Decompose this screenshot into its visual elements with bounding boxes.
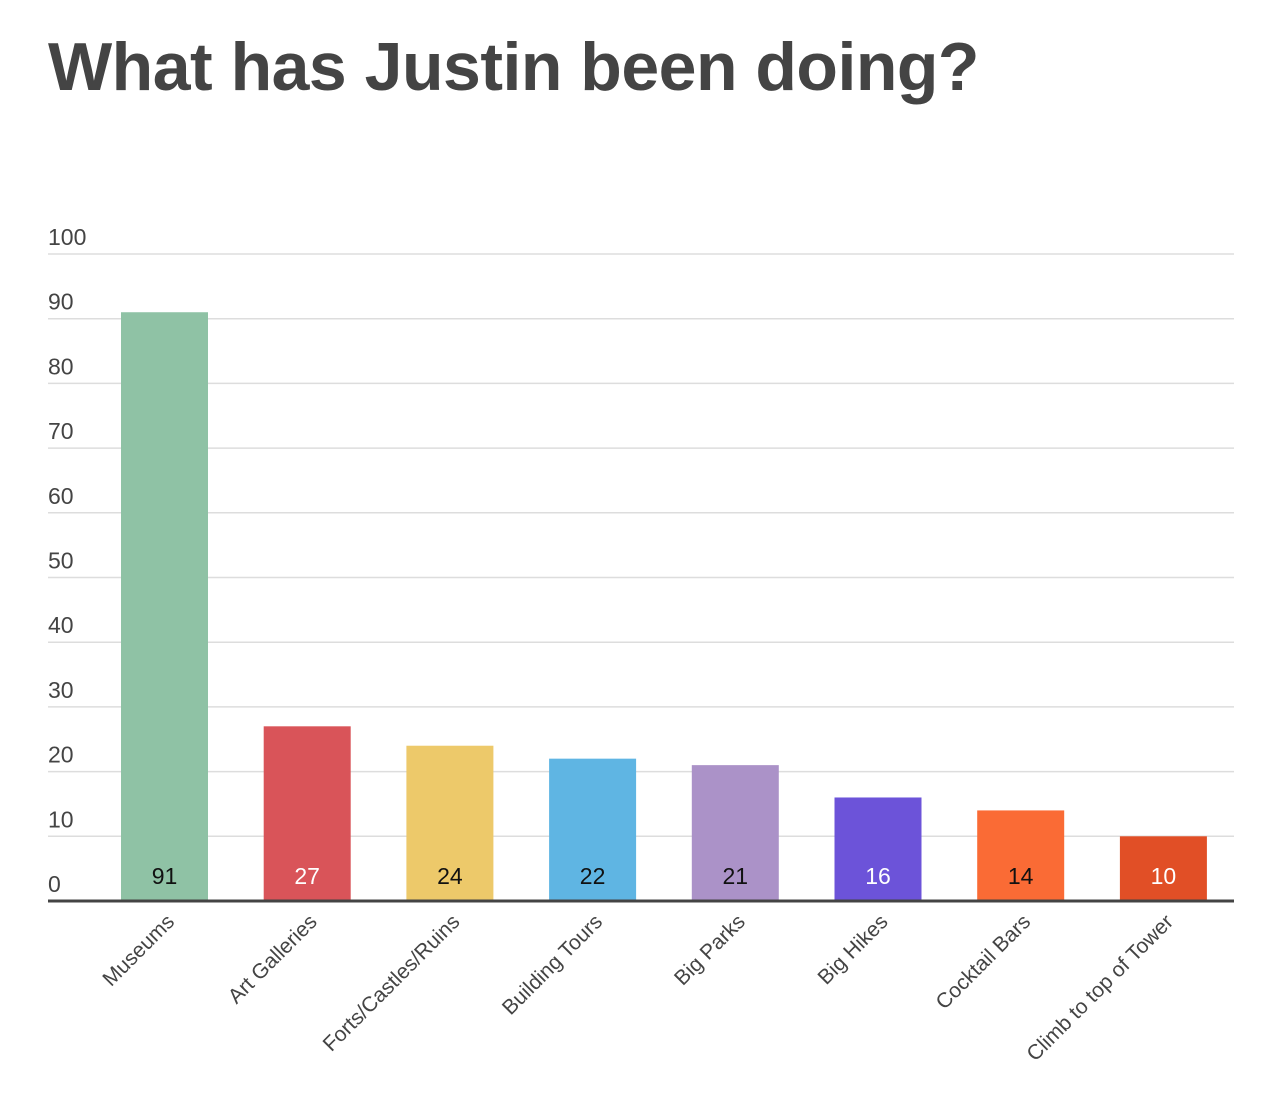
y-tick-label-10: 10 [48,806,74,832]
category-label-big-hikes: Big Hikes [814,910,893,989]
y-tick-label-70: 70 [48,418,74,444]
value-label-building-tours: 22 [580,863,606,889]
bar-forts-castles-ruins [406,745,494,901]
value-label-big-parks: 21 [723,863,749,889]
bars [121,312,1207,902]
y-tick-label-0: 0 [48,871,61,897]
category-label-cocktail-bars: Cocktail Bars [932,910,1036,1014]
bar-climb-to-top-of-tower [1119,836,1207,901]
bar-museums [121,312,208,902]
bar-art-galleries [263,726,351,901]
value-label-art-galleries: 27 [294,863,320,889]
y-tick-label-90: 90 [48,289,74,315]
value-labels: 91 27 24 22 21 16 14 10 [152,863,1176,889]
category-label-forts-castles-ruins: Forts/Castles/Ruins [319,910,465,1056]
y-axis-tick-labels: 0 10 20 30 40 50 60 70 80 90 100 [48,224,86,897]
y-tick-label-30: 30 [48,677,74,703]
chart-title: What has Justin been doing? [48,29,979,105]
category-label-building-tours: Building Tours [498,910,607,1019]
category-label-art-galleries: Art Galleries [224,910,322,1008]
value-label-big-hikes: 16 [865,863,891,889]
value-label-museums: 91 [152,863,178,889]
gridlines [48,253,1234,838]
value-label-climb-to-top-of-tower: 10 [1151,863,1177,889]
bar-cocktail-bars [977,810,1065,901]
value-label-cocktail-bars: 14 [1008,863,1034,889]
y-tick-label-50: 50 [48,548,74,574]
category-label-climb-to-top-of-tower: Climb to top of Tower [1022,910,1177,1065]
y-tick-label-100: 100 [48,224,86,250]
y-tick-label-80: 80 [48,353,74,379]
y-tick-label-20: 20 [48,742,74,768]
y-tick-label-60: 60 [48,483,74,509]
bar-building-tours [549,758,637,901]
value-label-forts-castles-ruins: 24 [437,863,463,889]
bar-big-hikes [834,797,922,901]
category-label-big-parks: Big Parks [670,910,750,990]
category-label-museums: Museums [98,910,179,991]
y-tick-label-40: 40 [48,612,74,638]
bar-big-parks [691,765,779,901]
